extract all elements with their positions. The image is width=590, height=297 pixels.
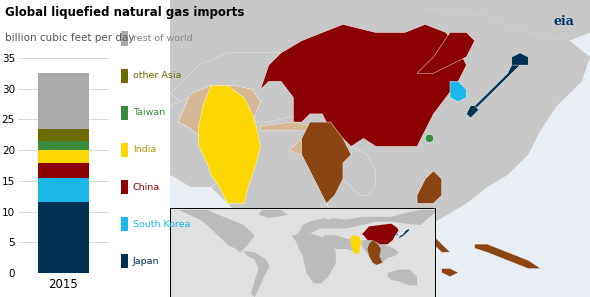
Polygon shape xyxy=(475,244,540,268)
Text: rest of world: rest of world xyxy=(133,34,192,43)
Polygon shape xyxy=(368,208,417,244)
Polygon shape xyxy=(467,57,524,114)
Polygon shape xyxy=(362,224,398,244)
Polygon shape xyxy=(388,270,417,285)
Polygon shape xyxy=(362,240,398,265)
Text: Global liquefied natural gas imports: Global liquefied natural gas imports xyxy=(5,6,244,19)
Polygon shape xyxy=(343,146,376,195)
Polygon shape xyxy=(442,268,458,277)
Polygon shape xyxy=(335,216,359,236)
Polygon shape xyxy=(178,86,261,146)
Polygon shape xyxy=(409,268,425,273)
Polygon shape xyxy=(363,260,409,273)
Polygon shape xyxy=(170,0,590,293)
Polygon shape xyxy=(323,210,435,228)
Polygon shape xyxy=(323,235,362,252)
Bar xyxy=(38,178,88,203)
Text: India: India xyxy=(133,146,156,154)
Polygon shape xyxy=(291,233,336,283)
Polygon shape xyxy=(289,130,310,155)
Polygon shape xyxy=(258,210,288,218)
Text: Taiwan: Taiwan xyxy=(133,108,165,117)
Polygon shape xyxy=(368,240,382,265)
Polygon shape xyxy=(512,53,528,65)
Polygon shape xyxy=(295,218,332,235)
Polygon shape xyxy=(417,171,442,203)
Bar xyxy=(38,141,88,150)
Polygon shape xyxy=(450,81,467,102)
Polygon shape xyxy=(199,86,261,203)
Polygon shape xyxy=(318,220,376,256)
Bar xyxy=(38,129,88,141)
Circle shape xyxy=(396,234,398,236)
Polygon shape xyxy=(350,235,362,254)
Text: Japan: Japan xyxy=(133,257,159,266)
Bar xyxy=(38,73,88,129)
Bar xyxy=(38,162,88,178)
Bar xyxy=(38,150,88,162)
Polygon shape xyxy=(170,94,244,187)
Bar xyxy=(38,203,88,273)
Polygon shape xyxy=(170,53,322,122)
Polygon shape xyxy=(398,229,409,239)
Text: eia: eia xyxy=(553,15,574,28)
Polygon shape xyxy=(244,251,270,297)
Polygon shape xyxy=(179,210,255,256)
Circle shape xyxy=(425,134,434,142)
Text: other Asia: other Asia xyxy=(133,71,181,80)
Polygon shape xyxy=(417,33,475,73)
Polygon shape xyxy=(425,236,450,252)
Text: billion cubic feet per day: billion cubic feet per day xyxy=(5,33,134,43)
Text: South Korea: South Korea xyxy=(133,220,190,229)
Polygon shape xyxy=(261,24,467,146)
Polygon shape xyxy=(467,106,479,118)
Text: China: China xyxy=(133,183,160,192)
Polygon shape xyxy=(301,122,359,228)
Polygon shape xyxy=(170,0,590,53)
Polygon shape xyxy=(261,122,310,130)
